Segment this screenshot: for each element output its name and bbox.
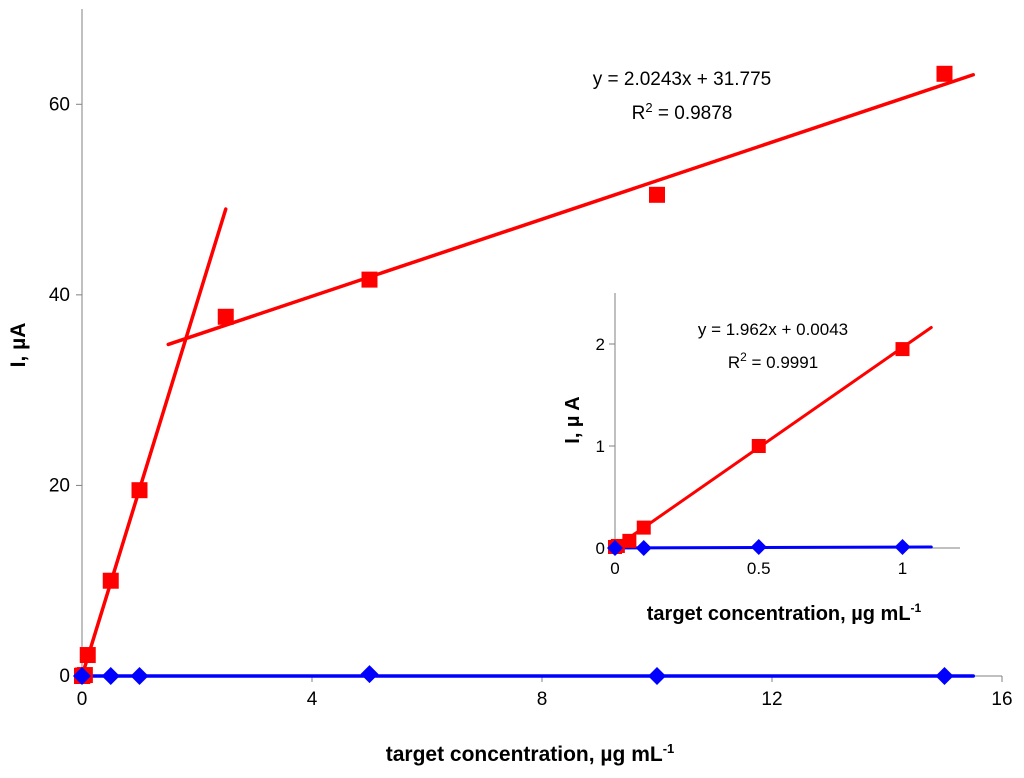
y-axis-title: I, µ A — [562, 396, 584, 443]
data-point-square — [622, 533, 637, 548]
x-axis-title-text: target concentration, µg mL — [647, 603, 911, 625]
x-tick-label: 0 — [77, 689, 88, 710]
data-point-square — [649, 186, 665, 203]
x-tick-label: 0.5 — [747, 559, 771, 578]
data-point-square — [217, 308, 234, 325]
y-tick-label: 2 — [596, 335, 605, 354]
y-axis-title: I, µA — [7, 323, 30, 368]
x-tick-label: 1 — [898, 559, 907, 578]
trendline — [613, 545, 933, 550]
data-point-square — [131, 482, 148, 499]
data-point-diamond — [607, 540, 623, 556]
y-tick-label: 20 — [49, 475, 70, 496]
r-squared-prefix: R — [728, 353, 740, 372]
trendline — [80, 207, 228, 678]
r-squared-label: R2 = 0.9878 — [632, 100, 733, 124]
y-tick-label: 40 — [49, 285, 70, 306]
data-point-diamond — [360, 665, 379, 684]
trendline — [613, 325, 933, 550]
x-tick-label: 12 — [761, 689, 782, 710]
r-squared-value: = 0.9991 — [747, 353, 818, 372]
data-point-square — [936, 65, 953, 82]
x-tick-label: 4 — [307, 689, 318, 710]
r-squared-sup: 2 — [645, 100, 652, 115]
y-tick-label: 0 — [59, 666, 70, 687]
regression-equation: y = 1.962x + 0.0043 — [698, 320, 848, 339]
x-axis-title-sup: -1 — [663, 741, 675, 756]
y-tick-label: 60 — [49, 94, 70, 115]
regression-equation: y = 2.0243x + 31.775 — [593, 69, 772, 90]
data-point-diamond — [894, 538, 911, 555]
r-squared-prefix: R — [632, 103, 646, 124]
data-point-square — [361, 271, 378, 288]
inset-chart: 0 0.5 1 0 1 2 target concentration, µg mL-1 I, … — [562, 293, 960, 625]
r-squared-label: R2 = 0.9991 — [728, 350, 818, 372]
data-point-diamond — [750, 538, 767, 555]
data-point-diamond — [635, 540, 652, 556]
y-tick-label: 1 — [596, 437, 605, 456]
data-point-square — [751, 439, 766, 453]
x-axis-title-sup: -1 — [911, 601, 922, 615]
x-tick-label: 8 — [537, 689, 548, 710]
data-point-diamond — [73, 667, 91, 685]
x-tick-label: 0 — [610, 559, 619, 578]
x-axis-title: target concentration, µg mL-1 — [647, 601, 922, 625]
r-squared-sup: 2 — [740, 350, 747, 364]
data-point-diamond — [130, 667, 149, 685]
r-squared-value: = 0.9878 — [653, 103, 733, 124]
x-axis-title: target concentration, µg mL-1 — [386, 741, 675, 766]
x-tick-label: 16 — [991, 689, 1012, 710]
data-point-diamond — [648, 667, 666, 685]
data-point-square — [636, 520, 651, 535]
data-point-square — [79, 647, 96, 664]
y-tick-label: 0 — [596, 539, 605, 558]
trendline — [166, 72, 975, 347]
data-point-square — [102, 572, 119, 589]
x-axis-title-text: target concentration, µg mL — [386, 743, 663, 766]
data-point-diamond — [101, 667, 120, 685]
data-point-diamond — [935, 667, 954, 685]
data-point-square — [895, 342, 910, 357]
